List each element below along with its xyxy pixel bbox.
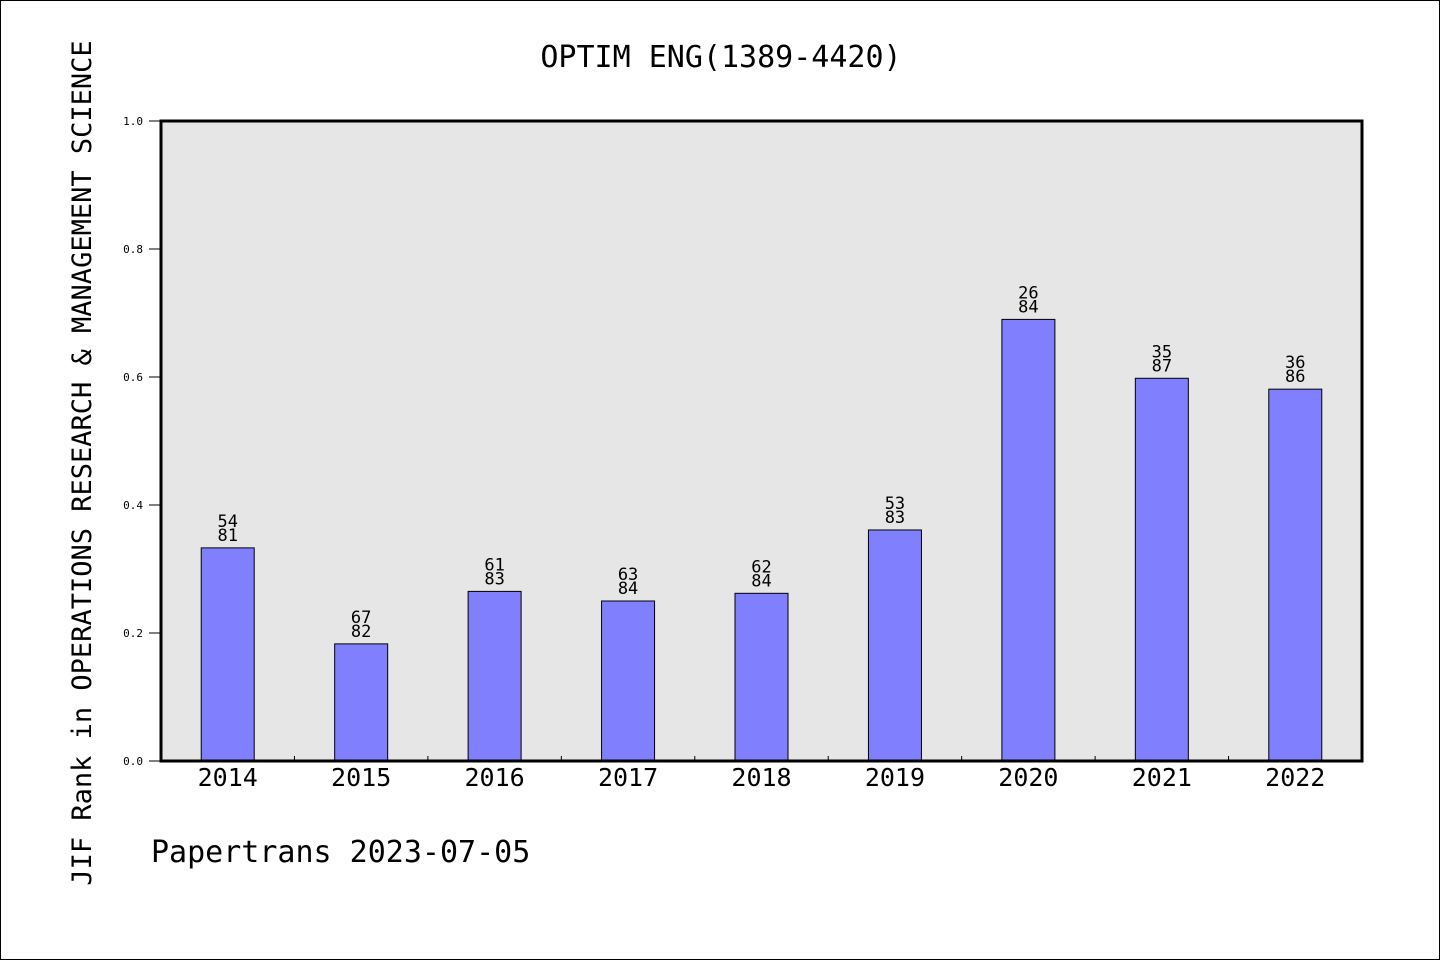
- bar-2014[interactable]: [200, 547, 255, 762]
- chart-title: OPTIM ENG(1389-4420): [540, 40, 901, 75]
- data-label-total: 83: [484, 569, 504, 589]
- data-label-rank: 67: [351, 608, 371, 628]
- y-axis-label: JIF Rank in OPERATIONS RESEARCH & MANAGE…: [67, 40, 98, 885]
- data-label-total: 84: [618, 579, 638, 599]
- data-label-total: 81: [217, 526, 237, 546]
- y-tick-label: 0.4: [123, 499, 143, 512]
- x-tick-label: 2021: [1132, 763, 1192, 792]
- y-tick-label: 0.6: [123, 371, 143, 384]
- data-label-total: 83: [885, 508, 905, 528]
- bar-2021[interactable]: [1134, 377, 1189, 762]
- bar-2019[interactable]: [867, 529, 922, 762]
- data-label-total: 84: [1018, 297, 1038, 317]
- y-tick-label: 0.0: [123, 755, 143, 768]
- data-label-rank: 63: [618, 565, 638, 585]
- bar-2017[interactable]: [601, 600, 656, 762]
- x-tick-label: 2017: [598, 763, 658, 792]
- data-label-total: 82: [351, 622, 371, 642]
- x-tick-label: 2014: [198, 763, 258, 792]
- y-tick-label: 0.2: [123, 627, 143, 640]
- plot-frame: [159, 119, 1364, 763]
- x-tick-label: 2020: [998, 763, 1058, 792]
- data-label-total: 87: [1152, 356, 1172, 376]
- data-label-total: 84: [751, 571, 771, 591]
- x-tick-label: 2016: [465, 763, 525, 792]
- x-tick-label: 2015: [331, 763, 391, 792]
- data-label-rank: 53: [885, 494, 905, 514]
- bar-2018[interactable]: [734, 592, 789, 762]
- data-label-total: 86: [1285, 367, 1305, 387]
- y-tick-label: 1.0: [123, 115, 143, 128]
- x-tick-label: 2022: [1265, 763, 1325, 792]
- bar-2020[interactable]: [1001, 318, 1056, 762]
- y-tick-label: 0.8: [123, 243, 143, 256]
- bar-2016[interactable]: [467, 590, 522, 762]
- data-label-rank: 62: [751, 557, 771, 577]
- data-label-rank: 26: [1018, 283, 1038, 303]
- data-label-rank: 61: [484, 555, 504, 575]
- x-tick-label: 2019: [865, 763, 925, 792]
- bar-2022[interactable]: [1268, 388, 1323, 762]
- x-tick-label: 2018: [731, 763, 791, 792]
- data-label-rank: 36: [1285, 353, 1305, 373]
- footer-note: Papertrans 2023-07-05: [151, 835, 531, 870]
- plot-area-group: OPTIM ENG(1389-4420) JIF Rank in OPERATIO…: [67, 40, 1364, 886]
- data-label-rank: 54: [217, 512, 237, 532]
- bar-2015[interactable]: [334, 643, 389, 762]
- data-label-rank: 35: [1152, 342, 1172, 362]
